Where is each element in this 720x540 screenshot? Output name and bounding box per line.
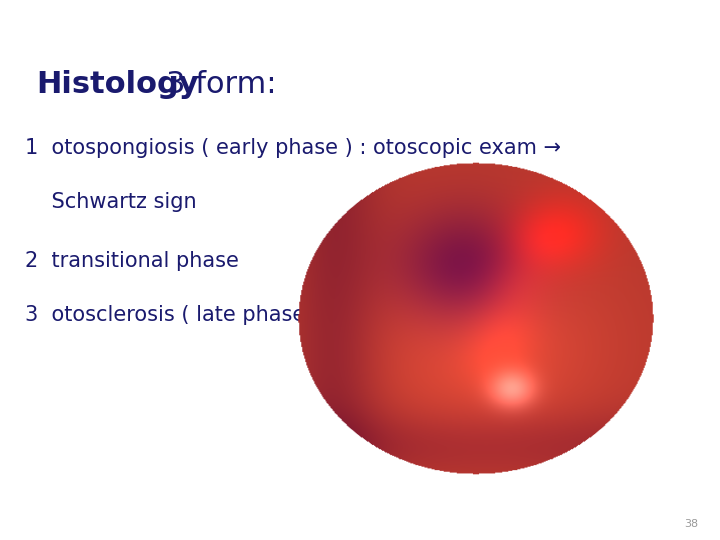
Text: 1  otospongiosis ( early phase ) : otoscopic exam →: 1 otospongiosis ( early phase ) : otosco… [25,138,561,158]
Text: 3  otosclerosis ( late phase ): 3 otosclerosis ( late phase ) [25,305,320,325]
Text: 3 form:: 3 form: [166,70,276,99]
Text: Schwartz sign: Schwartz sign [25,192,197,212]
Text: 38: 38 [684,519,698,529]
Text: 2  transitional phase: 2 transitional phase [25,251,239,271]
Text: Histology: Histology [36,70,199,99]
